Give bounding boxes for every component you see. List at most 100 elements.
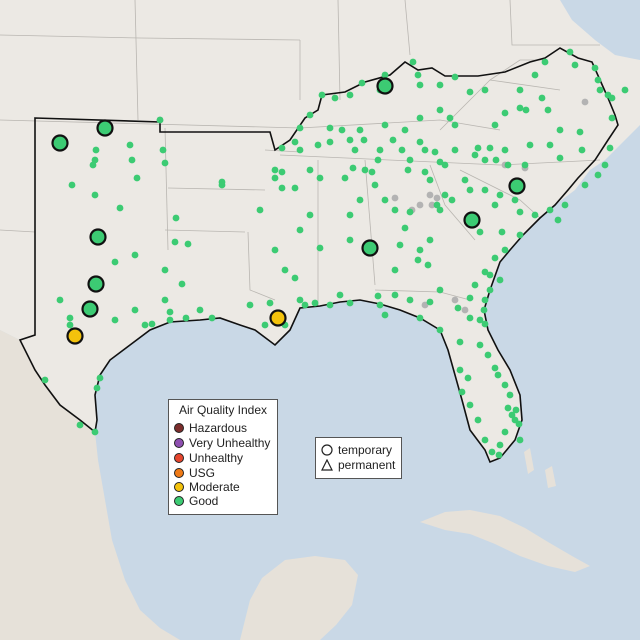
monitor-dot-good[interactable] xyxy=(474,416,482,424)
monitor-dot-good[interactable] xyxy=(116,204,124,212)
temporary-monitor-good[interactable] xyxy=(376,77,394,95)
monitor-dot-good[interactable] xyxy=(480,306,488,314)
monitor-dot-good[interactable] xyxy=(512,406,520,414)
monitor-dot-good[interactable] xyxy=(426,176,434,184)
monitor-dot-good[interactable] xyxy=(451,146,459,154)
monitor-dot-good[interactable] xyxy=(461,176,469,184)
monitor-dot-good[interactable] xyxy=(396,241,404,249)
monitor-dot-good[interactable] xyxy=(481,296,489,304)
monitor-dot-good[interactable] xyxy=(476,316,484,324)
monitor-dot-good[interactable] xyxy=(501,246,509,254)
monitor-dot-good[interactable] xyxy=(451,121,459,129)
temporary-monitor-good[interactable] xyxy=(361,239,379,257)
monitor-dot-good[interactable] xyxy=(476,341,484,349)
monitor-dot-good[interactable] xyxy=(381,121,389,129)
monitor-dot-good[interactable] xyxy=(161,296,169,304)
monitor-dot-good[interactable] xyxy=(376,146,384,154)
monitor-dot-good[interactable] xyxy=(571,61,579,69)
monitor-dot-good[interactable] xyxy=(208,314,216,322)
monitor-dot-good[interactable] xyxy=(501,381,509,389)
monitor-dot-good[interactable] xyxy=(481,268,489,276)
monitor-dot-good[interactable] xyxy=(495,451,503,459)
monitor-dot-good[interactable] xyxy=(93,384,101,392)
monitor-dot-good[interactable] xyxy=(496,191,504,199)
monitor-dot-good[interactable] xyxy=(301,301,309,309)
monitor-dot-good[interactable] xyxy=(166,316,174,324)
monitor-dot-good[interactable] xyxy=(316,244,324,252)
monitor-dot-good[interactable] xyxy=(349,164,357,172)
monitor-dot-good[interactable] xyxy=(591,64,599,72)
monitor-dot-good[interactable] xyxy=(131,306,139,314)
monitor-dot-good[interactable] xyxy=(561,201,569,209)
monitor-dot-good[interactable] xyxy=(481,320,489,328)
monitor-dot-good[interactable] xyxy=(538,94,546,102)
monitor-dot-good[interactable] xyxy=(556,126,564,134)
monitor-dot-good[interactable] xyxy=(371,181,379,189)
monitor-dot-good[interactable] xyxy=(401,224,409,232)
monitor-dot-good[interactable] xyxy=(451,73,459,81)
monitor-dot-good[interactable] xyxy=(89,161,97,169)
monitor-dot-good[interactable] xyxy=(96,374,104,382)
monitor-dot-good[interactable] xyxy=(504,404,512,412)
monitor-dot-good[interactable] xyxy=(511,196,519,204)
monitor-dot-good[interactable] xyxy=(406,208,414,216)
temporary-monitor-good[interactable] xyxy=(81,300,99,318)
monitor-markers[interactable] xyxy=(41,48,629,459)
monitor-dot-good[interactable] xyxy=(516,231,524,239)
monitor-dot-good[interactable] xyxy=(266,299,274,307)
monitor-dot-nodata[interactable] xyxy=(421,301,429,309)
monitor-dot-good[interactable] xyxy=(281,266,289,274)
monitor-dot-good[interactable] xyxy=(466,88,474,96)
monitor-dot-good[interactable] xyxy=(556,154,564,162)
monitor-dot-good[interactable] xyxy=(296,146,304,154)
monitor-dot-good[interactable] xyxy=(466,186,474,194)
monitor-dot-good[interactable] xyxy=(516,104,524,112)
monitor-dot-good[interactable] xyxy=(182,314,190,322)
monitor-dot-good[interactable] xyxy=(516,86,524,94)
monitor-dot-good[interactable] xyxy=(471,281,479,289)
monitor-dot-good[interactable] xyxy=(531,211,539,219)
monitor-dot-good[interactable] xyxy=(56,296,64,304)
monitor-dot-good[interactable] xyxy=(578,146,586,154)
monitor-dot-good[interactable] xyxy=(546,206,554,214)
monitor-dot-good[interactable] xyxy=(414,256,422,264)
monitor-dot-good[interactable] xyxy=(92,146,100,154)
monitor-dot-good[interactable] xyxy=(488,448,496,456)
monitor-dot-good[interactable] xyxy=(381,311,389,319)
monitor-dot-good[interactable] xyxy=(374,156,382,164)
monitor-dot-good[interactable] xyxy=(296,226,304,234)
monitor-dot-good[interactable] xyxy=(456,366,464,374)
monitor-dot-good[interactable] xyxy=(504,161,512,169)
monitor-dot-good[interactable] xyxy=(416,246,424,254)
monitor-dot-good[interactable] xyxy=(466,314,474,322)
monitor-dot-good[interactable] xyxy=(218,181,226,189)
monitor-dot-good[interactable] xyxy=(436,158,444,166)
monitor-dot-good[interactable] xyxy=(464,374,472,382)
monitor-dot-good[interactable] xyxy=(291,184,299,192)
monitor-dot-good[interactable] xyxy=(458,388,466,396)
monitor-dot-good[interactable] xyxy=(486,286,494,294)
monitor-dot-good[interactable] xyxy=(436,286,444,294)
monitor-dot-nodata[interactable] xyxy=(433,194,441,202)
monitor-dot-good[interactable] xyxy=(494,371,502,379)
monitor-dot-good[interactable] xyxy=(596,86,604,94)
monitor-dot-good[interactable] xyxy=(416,81,424,89)
monitor-dot-good[interactable] xyxy=(161,266,169,274)
monitor-dot-good[interactable] xyxy=(508,411,516,419)
monitor-dot-good[interactable] xyxy=(481,436,489,444)
monitor-dot-good[interactable] xyxy=(278,144,286,152)
monitor-dot-good[interactable] xyxy=(409,58,417,66)
monitor-dot-good[interactable] xyxy=(421,168,429,176)
monitor-dot-good[interactable] xyxy=(531,71,539,79)
monitor-dot-good[interactable] xyxy=(111,258,119,266)
monitor-dot-nodata[interactable] xyxy=(416,201,424,209)
monitor-dot-good[interactable] xyxy=(436,81,444,89)
monitor-dot-good[interactable] xyxy=(416,138,424,146)
monitor-dot-good[interactable] xyxy=(436,326,444,334)
monitor-dot-good[interactable] xyxy=(374,292,382,300)
monitor-dot-good[interactable] xyxy=(261,321,269,329)
monitor-dot-good[interactable] xyxy=(441,161,449,169)
monitor-dot-good[interactable] xyxy=(456,338,464,346)
monitor-dot-good[interactable] xyxy=(481,86,489,94)
monitor-dot-good[interactable] xyxy=(401,126,409,134)
